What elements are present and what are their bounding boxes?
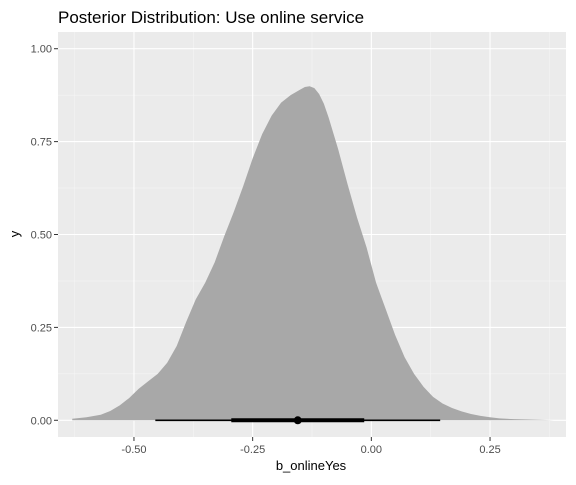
x-tick-label: 0.25 (479, 444, 500, 456)
x-axis-ticks: -0.50 -0.25 0.00 0.25 (121, 437, 501, 456)
median-point (293, 416, 302, 425)
x-tick-label: -0.50 (121, 444, 146, 456)
point-interval (155, 416, 441, 425)
posterior-density-area (72, 86, 555, 421)
y-tick-label: 0.00 (31, 415, 52, 427)
y-tick-label: 0.50 (31, 230, 52, 242)
x-tick-label: 0.00 (361, 444, 382, 456)
chart-title: Posterior Distribution: Use online servi… (58, 8, 364, 27)
x-axis-title: b_onlineYes (276, 458, 347, 473)
y-tick-label: 0.25 (31, 322, 52, 334)
y-axis-ticks: 0.00 0.25 0.50 0.75 1.00 (31, 44, 58, 427)
y-tick-label: 0.75 (31, 137, 52, 149)
y-tick-label: 1.00 (31, 44, 52, 56)
y-axis-title: y (7, 230, 22, 237)
x-tick-label: -0.25 (240, 444, 265, 456)
